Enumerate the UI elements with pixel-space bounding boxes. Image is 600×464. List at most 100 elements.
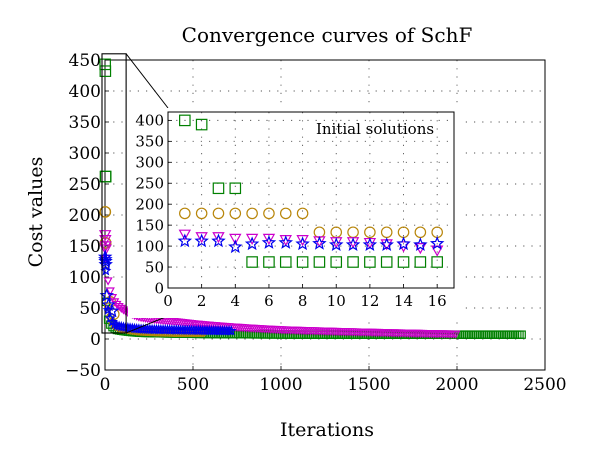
zoom-connector-bottom bbox=[125, 315, 169, 334]
main-curve-point bbox=[225, 325, 237, 336]
inset-y-tick-label: 350 bbox=[135, 133, 164, 151]
main-y-tick-label: 400 bbox=[69, 82, 101, 102]
inset-point bbox=[379, 237, 394, 252]
y-axis-label: Cost values bbox=[25, 157, 47, 268]
inset-point bbox=[212, 182, 225, 195]
inset-point bbox=[278, 235, 294, 249]
inset-point bbox=[397, 256, 410, 268]
main-y-tick-label: 150 bbox=[69, 237, 101, 257]
main-y-tick-label: −50 bbox=[65, 361, 101, 381]
inset-point bbox=[195, 232, 208, 244]
inset-point bbox=[330, 256, 343, 268]
inset-y-tick-label: 250 bbox=[135, 174, 164, 192]
inset-point bbox=[229, 207, 242, 220]
inset-x-tick-label: 6 bbox=[264, 292, 274, 310]
main-series-star bbox=[97, 249, 237, 336]
inset-point bbox=[279, 207, 292, 220]
inset-point bbox=[431, 256, 443, 268]
inset-point bbox=[295, 236, 310, 251]
zoom-connector-lines bbox=[125, 53, 169, 334]
inset-point bbox=[279, 256, 292, 268]
main-initial-point bbox=[98, 252, 113, 266]
inset-x-tick-label: 4 bbox=[231, 292, 241, 310]
main-initial-point bbox=[99, 244, 112, 256]
main-x-tick-label: 1500 bbox=[347, 375, 390, 395]
inset-x-tick-label: 2 bbox=[197, 292, 207, 310]
main-initial-point bbox=[104, 303, 120, 318]
inset-point bbox=[195, 118, 208, 131]
main-y-tick-label: 100 bbox=[69, 268, 101, 288]
main-initial-point bbox=[101, 297, 116, 312]
main-curve-point bbox=[451, 330, 461, 339]
main-x-tick-label: 1000 bbox=[259, 375, 302, 395]
main-y-tick-label: 450 bbox=[69, 51, 101, 71]
x-axis-label: Iterations bbox=[280, 419, 374, 441]
inset-x-tick-label: 14 bbox=[394, 292, 413, 310]
inset-background bbox=[128, 108, 460, 318]
inset-x-tick-label: 12 bbox=[360, 292, 379, 310]
inset-point bbox=[263, 207, 275, 220]
main-initial-point bbox=[99, 241, 112, 253]
inset-point bbox=[261, 235, 277, 249]
inset-point bbox=[246, 207, 258, 220]
inset-point bbox=[246, 256, 258, 268]
inset-axes-frame bbox=[167, 111, 455, 289]
main-axes-frame bbox=[104, 59, 546, 371]
inset-point bbox=[179, 207, 191, 220]
inset-point bbox=[347, 256, 359, 268]
inset-point bbox=[296, 207, 309, 220]
inset-x-tick-label: 0 bbox=[163, 292, 173, 310]
inset-x-tick-label: 8 bbox=[298, 292, 308, 310]
main-y-tick-label: 250 bbox=[69, 175, 101, 195]
inset-series-circle bbox=[179, 207, 443, 239]
main-initial-point bbox=[98, 256, 113, 271]
inset-point bbox=[244, 236, 260, 251]
inset-annotation: Initial solutions bbox=[316, 120, 434, 138]
main-x-tick-label: 2500 bbox=[523, 375, 566, 395]
inset-y-tick-label: 300 bbox=[135, 154, 164, 172]
main-y-tick-label: 350 bbox=[69, 113, 101, 133]
inset-point bbox=[414, 256, 427, 268]
inset-series-star bbox=[177, 233, 445, 254]
inset-y-tick-label: 50 bbox=[145, 258, 164, 276]
main-curve-point bbox=[105, 287, 115, 296]
main-y-tick-label: 50 bbox=[79, 299, 101, 319]
inset-point bbox=[429, 235, 445, 250]
main-initial-point bbox=[99, 65, 112, 77]
inset-point bbox=[396, 236, 411, 251]
inset-point bbox=[328, 237, 344, 252]
inset-point bbox=[312, 235, 327, 250]
main-curve-point bbox=[517, 330, 526, 339]
main-initial-point bbox=[99, 235, 112, 247]
inset-point bbox=[178, 229, 192, 241]
zoom-connector-top bbox=[125, 53, 169, 109]
inset-point bbox=[263, 256, 275, 268]
inset-x-tick-label: 16 bbox=[428, 292, 447, 310]
zoom-box bbox=[101, 53, 127, 334]
inset-point bbox=[413, 237, 428, 252]
main-x-tick-label: 500 bbox=[177, 375, 209, 395]
inset-point bbox=[380, 256, 393, 268]
inset-point bbox=[212, 232, 225, 244]
inset-x-tick-label: 10 bbox=[327, 292, 346, 310]
inset-y-tick-label: 400 bbox=[135, 112, 164, 130]
main-curve-point bbox=[112, 300, 122, 310]
main-y-tick-label: 200 bbox=[69, 206, 101, 226]
inset-point bbox=[177, 233, 193, 248]
inset-point bbox=[228, 239, 243, 254]
inset-point bbox=[296, 256, 309, 268]
inset-y-tick-label: 100 bbox=[135, 237, 164, 255]
main-curve-point bbox=[110, 298, 120, 307]
main-initial-point bbox=[99, 206, 112, 218]
inset-point bbox=[195, 207, 208, 220]
inset-y-tick-label: 150 bbox=[135, 216, 164, 234]
main-initial-point bbox=[98, 253, 113, 268]
inset-point bbox=[296, 235, 309, 247]
main-y-tick-label: 300 bbox=[69, 144, 101, 164]
main-initial-point bbox=[99, 170, 112, 183]
inset-point bbox=[229, 182, 242, 195]
main-initial-point bbox=[99, 58, 111, 71]
inset-y-tick-label: 200 bbox=[135, 195, 164, 213]
inset-point bbox=[229, 233, 242, 245]
